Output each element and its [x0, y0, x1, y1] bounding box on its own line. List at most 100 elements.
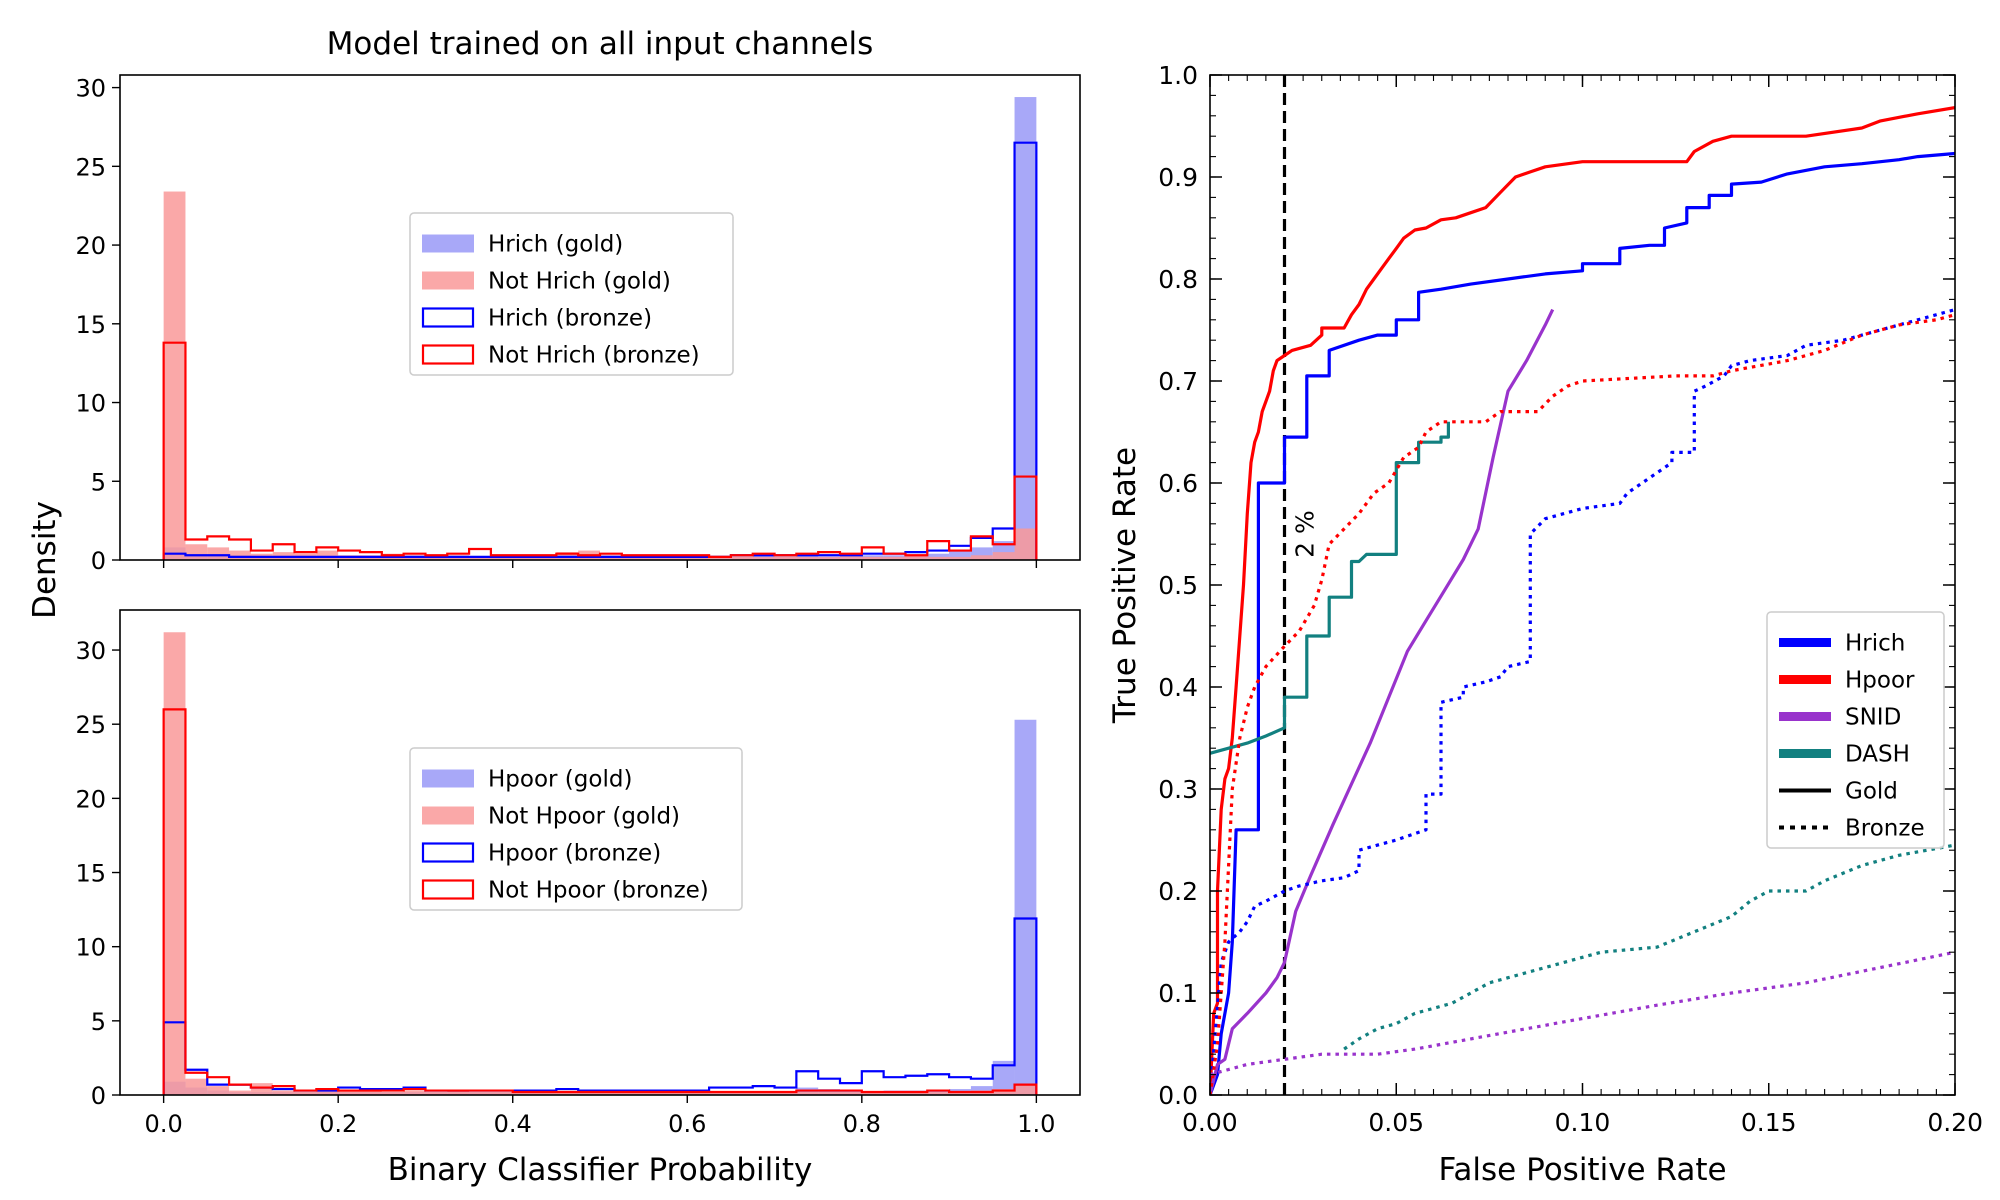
- roc-curve-dash-bronze: [1343, 843, 1955, 1051]
- histogram-bar: [447, 1090, 470, 1095]
- legend-item: Hpoor: [1779, 668, 1915, 694]
- histogram-bar: [687, 556, 710, 560]
- histogram-bar: [905, 1092, 928, 1095]
- histogram-bar: [949, 550, 971, 560]
- histogram-bar: [469, 1092, 491, 1095]
- legend-item: Hrich (bronze): [421, 306, 652, 332]
- histogram-bar: [250, 1083, 273, 1095]
- legend-item: DASH: [1779, 742, 1910, 768]
- legend-label: Hrich: [1845, 631, 1905, 657]
- histogram-bar: [927, 1092, 950, 1095]
- axes-frame: [119, 609, 1081, 1096]
- histogram-bar: [163, 191, 186, 560]
- y-tick-label: 5: [91, 1008, 106, 1036]
- histogram-bar: [425, 1092, 448, 1095]
- histogram-bar: [469, 556, 491, 560]
- histogram-bar: [883, 1092, 906, 1095]
- histogram-bar: [294, 1092, 317, 1095]
- histogram-bar: [185, 1078, 208, 1095]
- legend-label: Not Hrich (bronze): [488, 343, 700, 369]
- histogram-bar: [992, 1060, 1015, 1095]
- threshold-label: 2 %: [1291, 510, 1320, 558]
- histogram-bar: [163, 632, 186, 1095]
- roc-curve-hrich-bronze: [1210, 308, 1955, 1095]
- y-tick-label: 15: [75, 311, 106, 339]
- legend-item: Not Hpoor (gold): [422, 804, 680, 830]
- legend-item: Bronze: [1779, 816, 1925, 842]
- x-tick-label: 0.15: [1741, 1108, 1797, 1137]
- axes-frame: [1209, 74, 1956, 1096]
- histogram-bar: [774, 1092, 797, 1095]
- roc-curve-dash-gold: [1210, 421, 1451, 755]
- histogram-bar: [316, 1090, 339, 1095]
- legend-swatch: [422, 234, 474, 253]
- histogram-step-line: [162, 341, 1038, 560]
- legend-label: Hrich (bronze): [488, 306, 652, 332]
- x-tick-label: 0.10: [1555, 1108, 1611, 1137]
- histogram-bar: [360, 1089, 382, 1095]
- x-axis-label: False Positive Rate: [1438, 1152, 1726, 1188]
- legend-swatch: [421, 344, 475, 365]
- histogram-bar: [229, 550, 251, 560]
- histogram-step-line: [162, 917, 1038, 1095]
- axes-frame: [119, 74, 1081, 561]
- y-tick-label: 25: [75, 711, 106, 739]
- legend-frame: [409, 747, 743, 911]
- histogram-bar: [709, 556, 731, 560]
- histogram-bar: [425, 556, 448, 560]
- histogram-bar: [840, 555, 862, 560]
- legend-item: Hrich: [1779, 631, 1905, 657]
- legend-label: Not Hpoor (bronze): [488, 878, 709, 904]
- histogram-bar: [338, 1090, 360, 1095]
- legend-swatch: [421, 879, 475, 900]
- histogram-bar: [687, 1092, 710, 1095]
- roc-curve-hrich-gold: [1210, 151, 1955, 1095]
- legend-item: Hrich (gold): [422, 232, 623, 258]
- histogram-bar: [578, 1092, 600, 1095]
- histogram-bar: [949, 1092, 971, 1095]
- x-tick-label: 0.6: [668, 1110, 706, 1138]
- histogram-bar: [752, 556, 775, 560]
- shared-y-axis-label: Density: [27, 501, 63, 619]
- roc-plot-area: [1210, 75, 1955, 1095]
- y-tick-label: 30: [75, 75, 106, 103]
- y-tick-label: 0.4: [1158, 673, 1198, 702]
- legend-item: Gold: [1779, 779, 1898, 805]
- histogram-bar: [861, 1092, 884, 1095]
- legend-item: Not Hrich (gold): [422, 269, 671, 295]
- histogram-bar: [600, 1092, 622, 1095]
- y-axis-label: True Positive Rate: [1107, 447, 1143, 724]
- histogram-bar: [796, 1092, 819, 1095]
- figure-title: Model trained on all input channels: [327, 26, 874, 62]
- legend-item: Hpoor (bronze): [421, 841, 661, 867]
- histogram-bar: [970, 555, 993, 560]
- x-axis-label: Binary Classifier Probability: [388, 1152, 813, 1188]
- y-tick-label: 0.3: [1158, 775, 1198, 804]
- legend: Hrich Hpoor SNID DASH Gold Bronze: [1766, 611, 1945, 849]
- legend-swatch: [422, 271, 474, 290]
- histogram-bar: [709, 1092, 731, 1095]
- histogram-bar: [905, 555, 928, 560]
- y-tick-label: 0: [91, 1082, 106, 1110]
- histogram-step-line: [162, 708, 1038, 1095]
- histogram-bar: [992, 552, 1015, 560]
- x-tick-label: 0.8: [843, 1110, 881, 1138]
- histogram-bar: [643, 1092, 666, 1095]
- legend-label: SNID: [1845, 705, 1901, 731]
- bar-series-1: [163, 632, 1037, 1095]
- histogram-bar: [621, 556, 644, 560]
- y-tick-label: 0: [91, 547, 106, 575]
- histogram-bar: [556, 1092, 579, 1095]
- y-tick-label: 0.2: [1158, 877, 1198, 906]
- histogram-bar: [185, 544, 208, 560]
- legend-label: Gold: [1845, 779, 1898, 805]
- histogram-bar: [207, 547, 230, 560]
- legend-swatch: [421, 307, 475, 328]
- legend-label: Hpoor: [1845, 668, 1915, 694]
- x-tick-label: 0.20: [1927, 1108, 1983, 1137]
- legend-label: Not Hrich (gold): [488, 269, 671, 295]
- histogram-bar: [272, 1090, 295, 1095]
- histogram-bar: [949, 556, 971, 560]
- histogram-bar: [490, 556, 513, 560]
